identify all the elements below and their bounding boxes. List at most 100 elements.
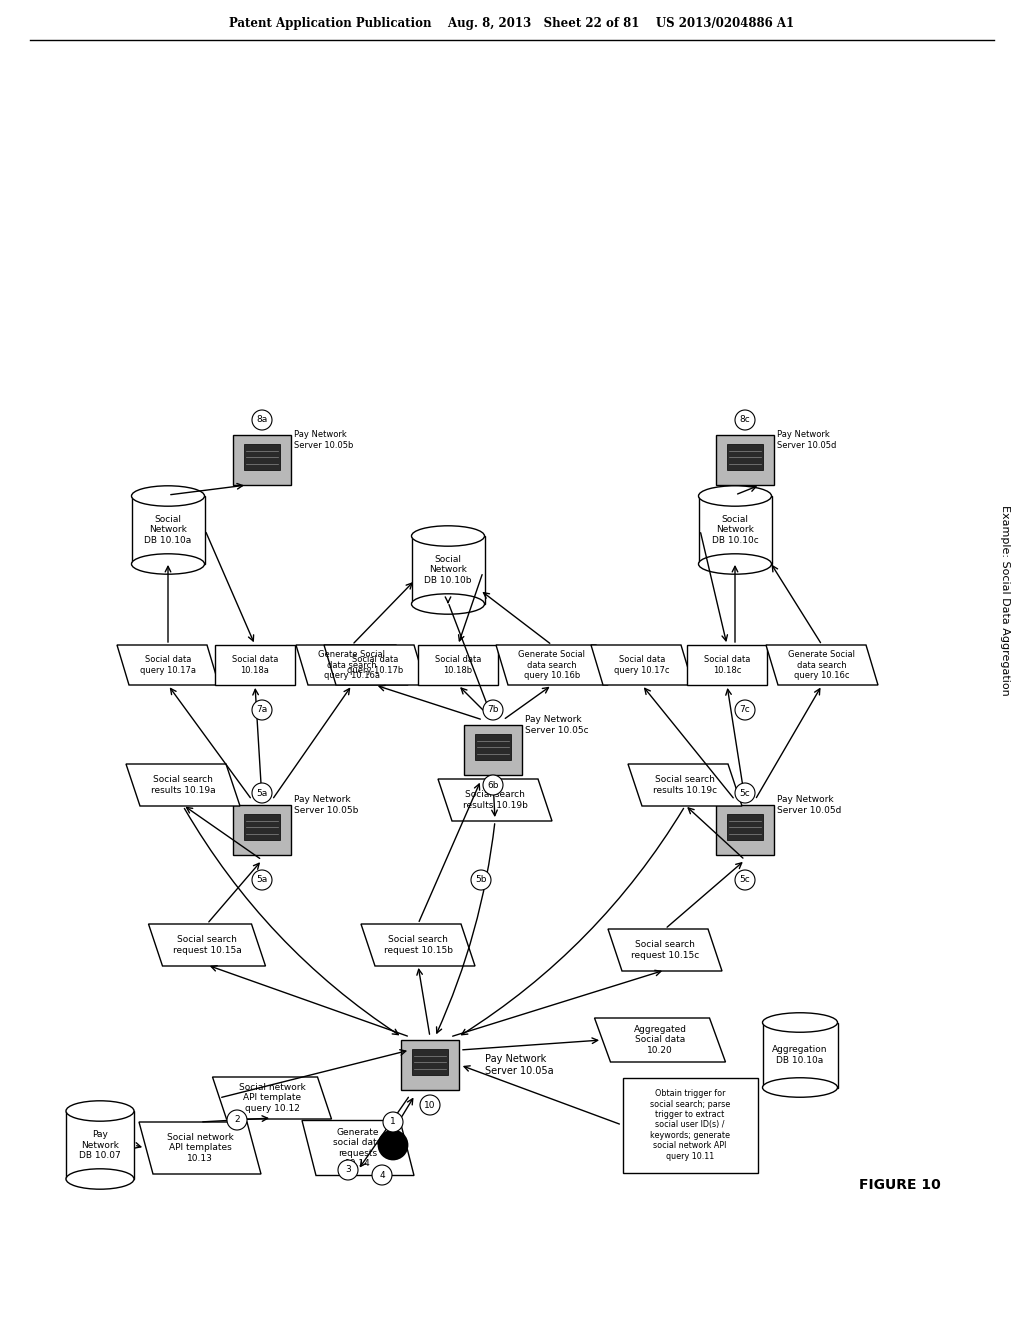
Text: Social
Network
DB 10.10b: Social Network DB 10.10b xyxy=(424,556,472,585)
Polygon shape xyxy=(213,1077,332,1119)
Text: Obtain trigger for
social search; parse
trigger to extract
social user ID(s) /
k: Obtain trigger for social search; parse … xyxy=(650,1089,730,1160)
Text: 5c: 5c xyxy=(739,875,751,884)
Circle shape xyxy=(252,411,272,430)
Polygon shape xyxy=(139,1122,261,1173)
Circle shape xyxy=(252,783,272,803)
Text: Social network
API templates
10.13: Social network API templates 10.13 xyxy=(167,1133,233,1163)
Text: FIGURE 10: FIGURE 10 xyxy=(859,1177,941,1192)
Text: 5a: 5a xyxy=(256,788,267,797)
FancyBboxPatch shape xyxy=(727,444,763,470)
FancyBboxPatch shape xyxy=(215,645,295,685)
Polygon shape xyxy=(148,924,265,966)
Text: Pay Network
Server 10.05d: Pay Network Server 10.05d xyxy=(777,795,842,814)
Ellipse shape xyxy=(66,1168,134,1189)
Ellipse shape xyxy=(698,554,771,574)
Ellipse shape xyxy=(412,594,484,614)
FancyBboxPatch shape xyxy=(727,814,763,840)
Polygon shape xyxy=(608,929,722,972)
Circle shape xyxy=(471,870,490,890)
Circle shape xyxy=(735,870,755,890)
Polygon shape xyxy=(591,645,693,685)
Polygon shape xyxy=(117,645,219,685)
FancyBboxPatch shape xyxy=(687,645,767,685)
Text: Pay Network
Server 10.05c: Pay Network Server 10.05c xyxy=(525,715,589,735)
FancyBboxPatch shape xyxy=(401,1040,459,1090)
Ellipse shape xyxy=(763,1012,838,1032)
Text: Pay
Network
DB 10.07: Pay Network DB 10.07 xyxy=(79,1130,121,1160)
Polygon shape xyxy=(296,645,408,685)
Text: 8a: 8a xyxy=(256,416,267,425)
Circle shape xyxy=(483,700,503,719)
Circle shape xyxy=(735,783,755,803)
Ellipse shape xyxy=(131,486,205,506)
Text: Social data
10.18a: Social data 10.18a xyxy=(231,655,279,675)
Circle shape xyxy=(372,1166,392,1185)
Text: Aggregated
Social data
10.20: Aggregated Social data 10.20 xyxy=(634,1026,686,1055)
Circle shape xyxy=(227,1110,247,1130)
FancyBboxPatch shape xyxy=(475,734,511,760)
Circle shape xyxy=(252,870,272,890)
Polygon shape xyxy=(324,645,426,685)
Text: 7a: 7a xyxy=(256,705,267,714)
Text: Social search
request 10.15a: Social search request 10.15a xyxy=(173,936,242,954)
Text: Pay Network
Server 10.05b: Pay Network Server 10.05b xyxy=(294,795,358,814)
Text: Pay Network
Server 10.05a: Pay Network Server 10.05a xyxy=(485,1055,554,1076)
Text: Generate Social
data search
query 10.16c: Generate Social data search query 10.16c xyxy=(788,651,855,680)
Polygon shape xyxy=(438,779,552,821)
Text: 3: 3 xyxy=(345,1166,351,1175)
Polygon shape xyxy=(126,764,240,807)
Polygon shape xyxy=(302,1121,414,1176)
Circle shape xyxy=(483,775,503,795)
Text: Social search
request 10.15b: Social search request 10.15b xyxy=(384,936,453,954)
Text: 4: 4 xyxy=(379,1171,385,1180)
Circle shape xyxy=(252,700,272,719)
Ellipse shape xyxy=(698,486,771,506)
Text: 5b: 5b xyxy=(475,875,486,884)
FancyBboxPatch shape xyxy=(418,645,498,685)
Text: Social data
query 10.17c: Social data query 10.17c xyxy=(614,655,670,675)
Text: Start: Start xyxy=(379,1167,407,1177)
Polygon shape xyxy=(766,645,878,685)
Text: Social data
query 10.17a: Social data query 10.17a xyxy=(140,655,196,675)
Circle shape xyxy=(735,700,755,719)
FancyBboxPatch shape xyxy=(464,725,522,775)
Bar xyxy=(698,496,771,564)
Text: Social network
API template
query 10.12: Social network API template query 10.12 xyxy=(239,1084,305,1113)
Text: Pay Network
Server 10.05b: Pay Network Server 10.05b xyxy=(294,430,353,450)
FancyBboxPatch shape xyxy=(233,805,291,855)
Text: Social search
results 10.19a: Social search results 10.19a xyxy=(151,775,215,795)
Polygon shape xyxy=(496,645,608,685)
FancyBboxPatch shape xyxy=(623,1077,758,1172)
Text: Social search
request 10.15c: Social search request 10.15c xyxy=(631,940,699,960)
Text: 8c: 8c xyxy=(739,416,751,425)
FancyBboxPatch shape xyxy=(244,444,280,470)
Text: Pay Network
Server 10.05d: Pay Network Server 10.05d xyxy=(777,430,837,450)
Polygon shape xyxy=(595,1018,725,1063)
Circle shape xyxy=(735,411,755,430)
Text: 10: 10 xyxy=(424,1101,436,1110)
Bar xyxy=(131,496,205,564)
Text: Social data
10.18b: Social data 10.18b xyxy=(435,655,481,675)
FancyBboxPatch shape xyxy=(244,814,280,840)
FancyBboxPatch shape xyxy=(233,436,291,484)
Ellipse shape xyxy=(66,1101,134,1121)
Polygon shape xyxy=(361,924,475,966)
Polygon shape xyxy=(628,764,742,807)
FancyBboxPatch shape xyxy=(716,436,774,484)
Text: Social search
results 10.19c: Social search results 10.19c xyxy=(653,775,717,795)
Text: Social data
10.18c: Social data 10.18c xyxy=(703,655,751,675)
Text: Aggregation
DB 10.10a: Aggregation DB 10.10a xyxy=(772,1045,827,1065)
Ellipse shape xyxy=(131,554,205,574)
Text: Social search
results 10.19b: Social search results 10.19b xyxy=(463,791,527,809)
Text: Generate Social
data search
query 10.16b: Generate Social data search query 10.16b xyxy=(518,651,586,680)
Ellipse shape xyxy=(763,1077,838,1097)
FancyBboxPatch shape xyxy=(412,1049,447,1074)
Text: 7b: 7b xyxy=(487,705,499,714)
Text: 5c: 5c xyxy=(739,788,751,797)
Text: Generate Social
data search
query 10.16a: Generate Social data search query 10.16a xyxy=(318,651,385,680)
Text: 6b: 6b xyxy=(487,780,499,789)
Text: 5a: 5a xyxy=(256,875,267,884)
Ellipse shape xyxy=(412,525,484,546)
Text: Example: Social Data Aggregation: Example: Social Data Aggregation xyxy=(1000,504,1010,696)
Bar xyxy=(412,536,484,605)
